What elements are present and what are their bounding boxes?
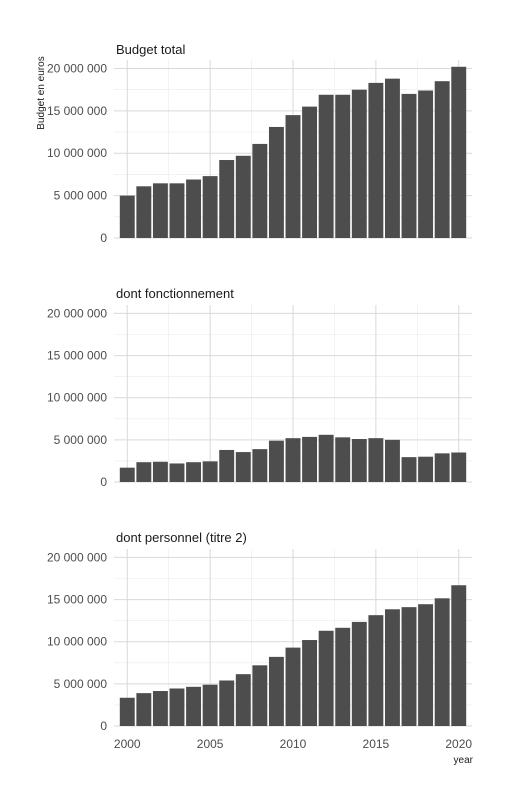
bar xyxy=(451,66,467,239)
bar xyxy=(285,115,301,238)
bar xyxy=(318,94,334,238)
y-tick-label: 20 000 000 xyxy=(47,550,107,564)
panel-3: 0 5 000 000 10 000 000 15 000 000 20 000 000… xyxy=(47,530,472,751)
bar xyxy=(335,94,351,238)
bar xyxy=(152,461,168,482)
y-tick-label: 0 xyxy=(100,719,107,733)
panel-1: 0 5 000 000 10 000 000 15 000 000 20 000 000… xyxy=(47,42,472,245)
bar xyxy=(268,440,284,482)
x-tick-label: 2020 xyxy=(445,737,472,751)
bar xyxy=(136,462,152,482)
bar xyxy=(451,452,467,482)
bar xyxy=(219,680,235,726)
bar xyxy=(252,143,268,238)
y-tick-label: 20 000 000 xyxy=(47,306,107,320)
bar xyxy=(169,463,185,482)
bar xyxy=(351,439,367,482)
bar xyxy=(202,461,218,482)
bar xyxy=(119,697,135,726)
bar xyxy=(219,449,235,482)
y-tick-label: 10 000 000 xyxy=(47,391,107,405)
bar xyxy=(268,126,284,238)
bar xyxy=(368,82,384,238)
bar xyxy=(418,456,434,482)
bar xyxy=(152,691,168,726)
bar xyxy=(302,436,318,482)
bar xyxy=(368,438,384,482)
bar xyxy=(302,106,318,238)
bar xyxy=(285,647,301,726)
y-tick-label: 15 000 000 xyxy=(47,349,107,363)
bar xyxy=(335,627,351,726)
x-tick-label: 2010 xyxy=(280,737,307,751)
bar xyxy=(434,81,450,238)
y-tick-label: 5 000 000 xyxy=(54,433,108,447)
bar xyxy=(136,186,152,238)
bar xyxy=(318,630,334,726)
bar xyxy=(252,665,268,726)
bar xyxy=(368,615,384,726)
bar xyxy=(401,607,417,726)
y-tick-label: 0 xyxy=(100,231,107,245)
x-tick-label: 2005 xyxy=(197,737,224,751)
bar xyxy=(268,656,284,726)
bar xyxy=(119,467,135,482)
y-tick-label: 5 000 000 xyxy=(54,677,108,691)
bar xyxy=(418,90,434,238)
panel-title: dont personnel (titre 2) xyxy=(116,530,247,545)
bar xyxy=(186,686,202,726)
y-tick-label: 10 000 000 xyxy=(47,635,107,649)
x-tick-label: 2015 xyxy=(363,737,390,751)
y-tick-label: 10 000 000 xyxy=(47,146,107,160)
bar xyxy=(136,693,152,726)
bar xyxy=(451,585,467,726)
bar xyxy=(152,183,168,238)
bar xyxy=(202,684,218,726)
bar xyxy=(235,155,251,238)
bar xyxy=(235,452,251,482)
bar xyxy=(202,176,218,238)
bar xyxy=(302,640,318,726)
bar xyxy=(219,160,235,238)
bar xyxy=(401,457,417,482)
bar xyxy=(169,183,185,238)
x-axis-title: year xyxy=(454,755,474,766)
bar xyxy=(119,195,135,238)
x-tick-label: 2000 xyxy=(114,737,141,751)
bar xyxy=(418,604,434,726)
y-tick-label: 20 000 000 xyxy=(47,61,107,75)
panel-title: Budget total xyxy=(116,42,185,57)
y-tick-label: 5 000 000 xyxy=(54,189,108,203)
bar xyxy=(252,449,268,482)
bar xyxy=(401,93,417,239)
y-tick-label: 15 000 000 xyxy=(47,104,107,118)
bar xyxy=(169,688,185,726)
panel-title: dont fonctionnement xyxy=(116,286,234,301)
bar xyxy=(384,609,400,726)
bar xyxy=(186,462,202,482)
bar xyxy=(335,437,351,482)
y-axis-title: Budget en euros xyxy=(36,56,47,129)
bar xyxy=(434,598,450,726)
y-tick-label: 15 000 000 xyxy=(47,593,107,607)
bar xyxy=(235,674,251,726)
bar xyxy=(285,438,301,482)
bar xyxy=(434,453,450,482)
y-tick-label: 0 xyxy=(100,475,107,489)
bar xyxy=(351,621,367,726)
bar xyxy=(384,78,400,239)
bar xyxy=(186,179,202,238)
panel-2: 0 5 000 000 10 000 000 15 000 000 20 000 000… xyxy=(47,286,472,489)
bar xyxy=(318,434,334,482)
bar xyxy=(351,89,367,239)
bar xyxy=(384,439,400,482)
